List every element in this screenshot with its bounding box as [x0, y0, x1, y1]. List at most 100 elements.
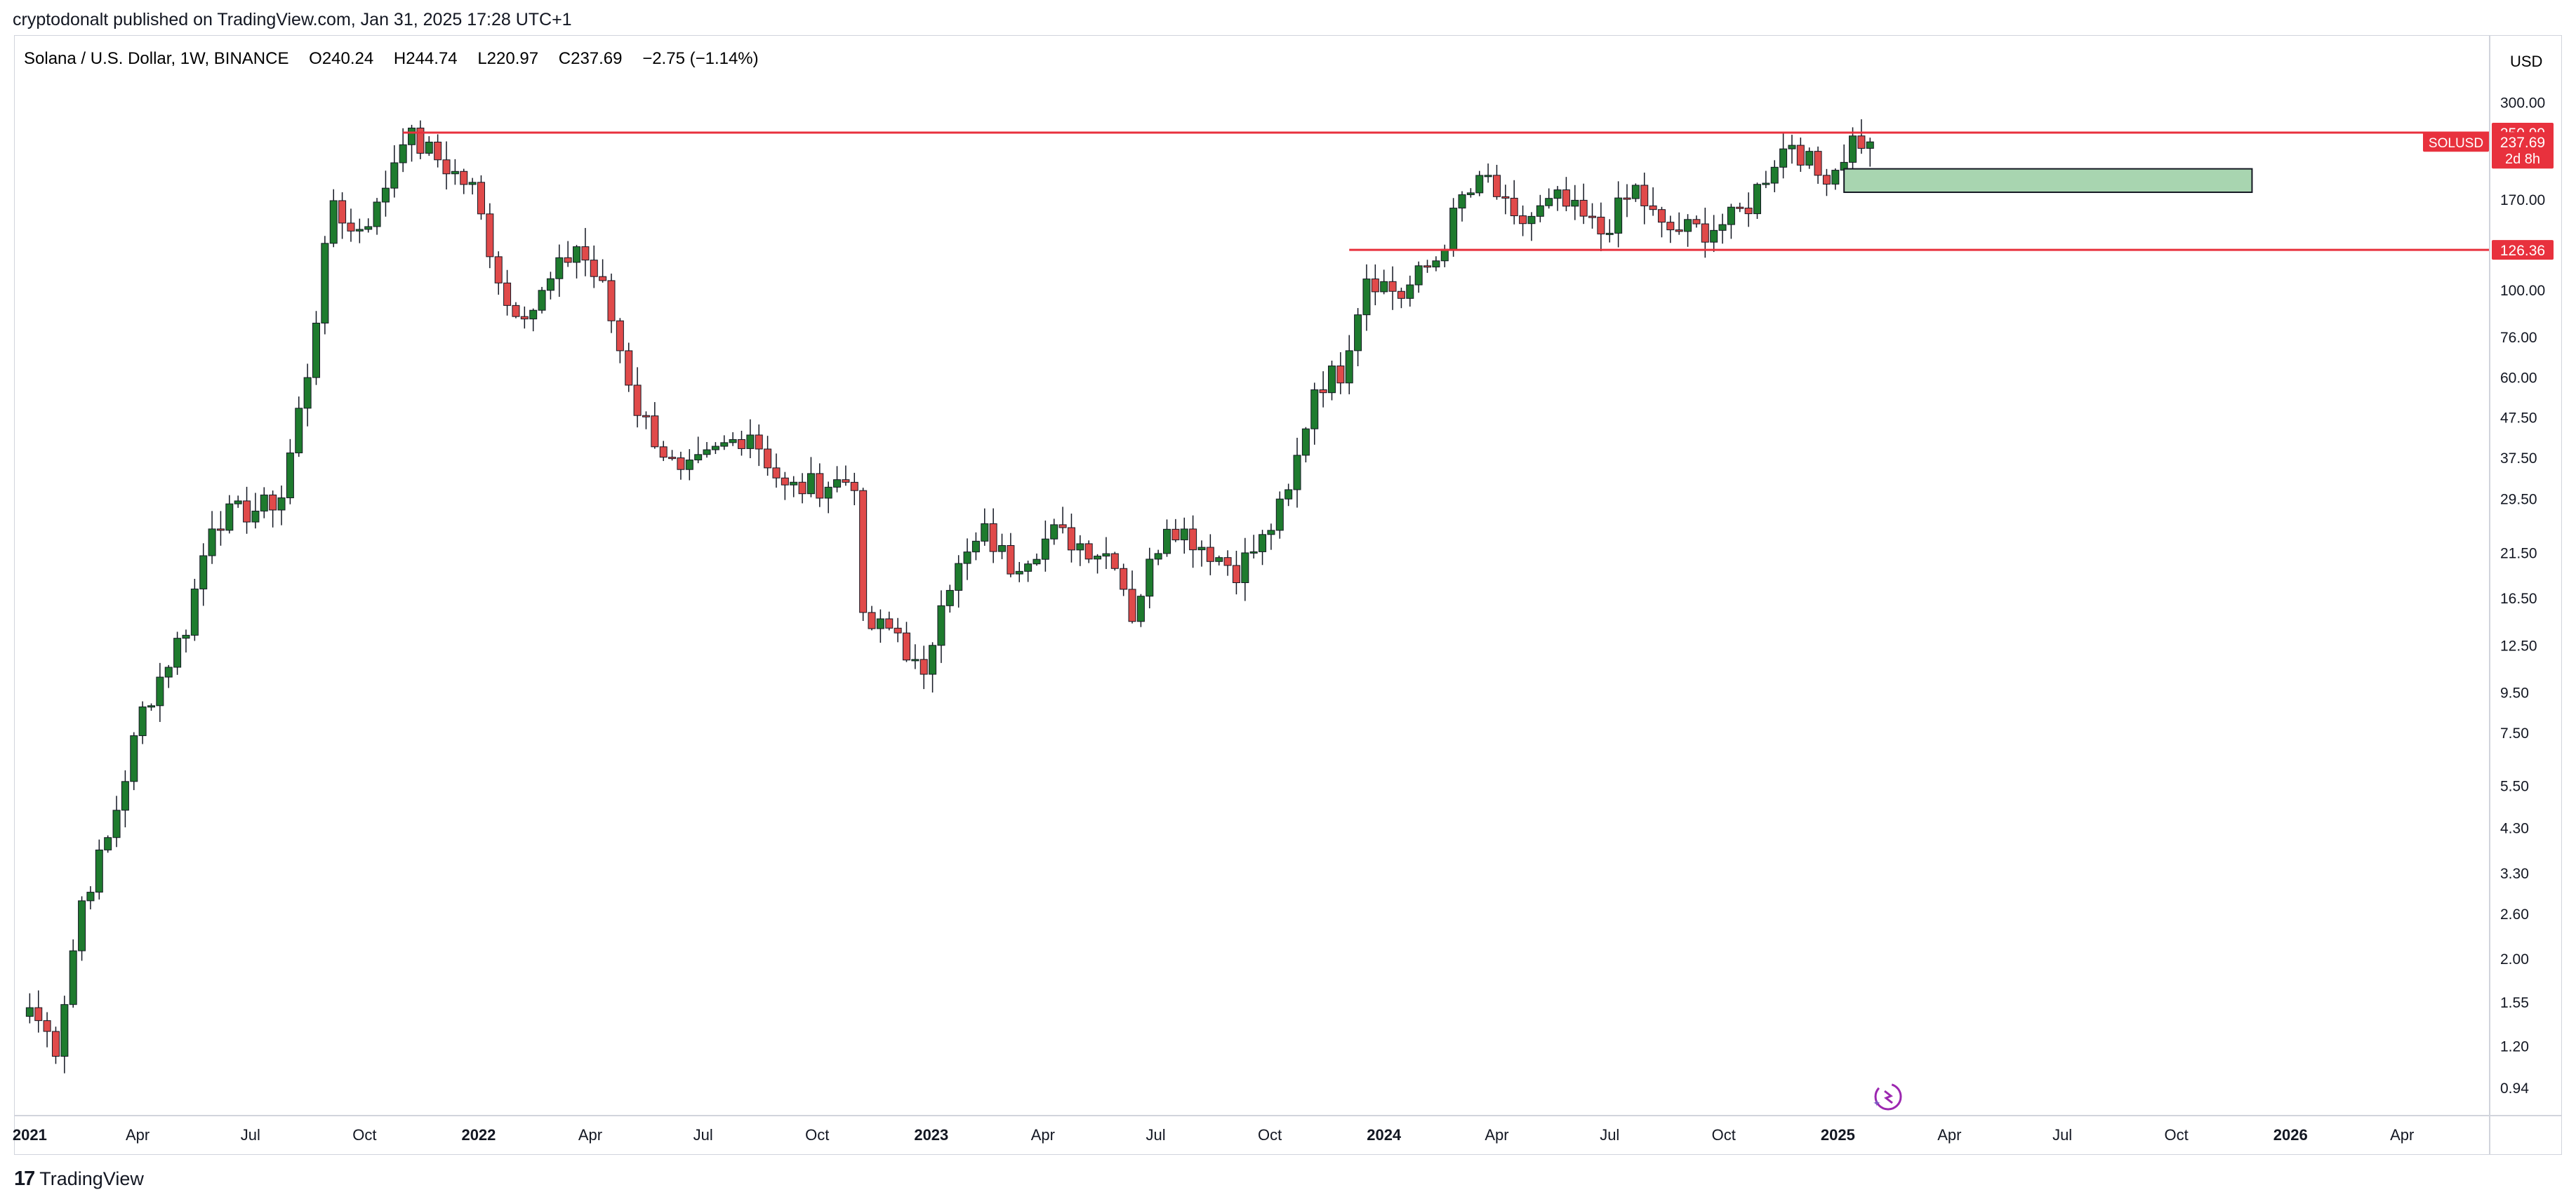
candle: [1449, 198, 1458, 257]
candle: [190, 579, 199, 641]
candle: [173, 631, 182, 675]
candle-body: [659, 446, 668, 458]
candle: [1605, 219, 1614, 243]
candle-body: [486, 213, 494, 257]
candle-body: [1128, 589, 1136, 622]
candle: [251, 493, 260, 529]
spark-icon[interactable]: ✦: [1873, 1083, 1902, 1111]
candle: [60, 996, 69, 1073]
candle: [1831, 168, 1840, 190]
candle-body: [451, 170, 459, 175]
candle-body: [1605, 232, 1614, 235]
candle-body: [738, 439, 746, 449]
candle-body: [1163, 528, 1171, 554]
candle: [69, 939, 77, 1008]
candle: [243, 486, 251, 534]
candle-body: [1094, 556, 1102, 560]
candle-body: [1120, 568, 1128, 590]
candle: [764, 436, 772, 476]
candle-body: [998, 544, 1007, 552]
candle: [876, 609, 884, 643]
price-label-badge: [2492, 132, 2554, 169]
candle: [1623, 184, 1631, 218]
candle-body: [1562, 189, 1570, 207]
candle-body: [1458, 194, 1466, 209]
tradingview-logo[interactable]: 17 TradingView: [14, 1168, 144, 1191]
candle-body: [1259, 534, 1267, 552]
candle-body: [833, 479, 842, 488]
candle-body: [764, 448, 772, 469]
candle: [355, 218, 364, 243]
candle-body: [1510, 197, 1518, 217]
candle: [286, 439, 294, 504]
candle-body: [381, 187, 390, 203]
candle-body: [1336, 366, 1345, 384]
candle-body: [599, 276, 607, 281]
candle-body: [216, 528, 225, 531]
candle-body: [69, 950, 77, 1005]
candle: [599, 259, 607, 283]
candle-body: [1388, 281, 1397, 292]
candle: [303, 363, 312, 427]
candle: [1519, 205, 1527, 236]
candle: [1336, 352, 1345, 394]
candle-body: [538, 290, 546, 311]
candle: [1458, 191, 1466, 222]
candle-body: [1796, 145, 1805, 166]
candle-body: [43, 1020, 51, 1032]
price-tick-label: 0.94: [2500, 1081, 2529, 1097]
candle-body: [694, 454, 703, 461]
candle-body: [1354, 314, 1362, 352]
candle-body: [824, 486, 832, 499]
candle-body: [321, 243, 329, 324]
price-tick-label: 3.30: [2500, 866, 2529, 882]
candle-body: [1024, 563, 1033, 572]
candle: [1284, 483, 1293, 507]
candle-body: [955, 563, 963, 591]
candle-body: [60, 1004, 69, 1057]
candle: [112, 796, 121, 848]
symbol-badge: [2423, 132, 2489, 152]
time-tick-label: Jul: [2052, 1126, 2072, 1144]
candle-body: [790, 481, 798, 486]
candle: [182, 629, 190, 653]
demand-zone-box[interactable]: [1843, 168, 2253, 194]
candle-body: [668, 457, 677, 460]
candle-body: [1440, 248, 1449, 262]
time-tick-label: Apr: [1937, 1126, 1961, 1144]
candle-body: [945, 589, 954, 606]
candle: [1397, 287, 1405, 309]
candle: [1232, 550, 1240, 595]
candle-body: [1536, 205, 1544, 217]
candle: [1241, 537, 1249, 601]
candle: [34, 990, 43, 1033]
candle-body: [885, 618, 894, 629]
candle-body: [199, 555, 208, 589]
time-tick-label: 2025: [1821, 1126, 1855, 1144]
candle-body: [1171, 528, 1180, 540]
candle-body: [1501, 196, 1510, 199]
candle: [1094, 554, 1102, 574]
candle: [260, 487, 268, 519]
candle-body: [390, 162, 399, 189]
candle-body: [806, 473, 815, 495]
candle: [503, 269, 512, 316]
candle-body: [1015, 570, 1023, 575]
candle: [1345, 335, 1353, 394]
candle: [1475, 170, 1484, 196]
candle: [1814, 146, 1822, 184]
candle: [1640, 173, 1649, 225]
candle: [1536, 194, 1544, 222]
candle: [156, 662, 164, 722]
candle-body: [1007, 544, 1015, 575]
candle: [1796, 138, 1805, 172]
candle-body: [1805, 151, 1814, 166]
candle: [1571, 185, 1579, 220]
svg-text:✦: ✦: [1873, 1097, 1881, 1109]
countdown-label: 2d 8h: [2505, 152, 2540, 167]
candle-body: [1154, 553, 1162, 560]
candle: [312, 311, 320, 385]
candle-body: [685, 460, 693, 470]
candle-body: [963, 551, 971, 564]
